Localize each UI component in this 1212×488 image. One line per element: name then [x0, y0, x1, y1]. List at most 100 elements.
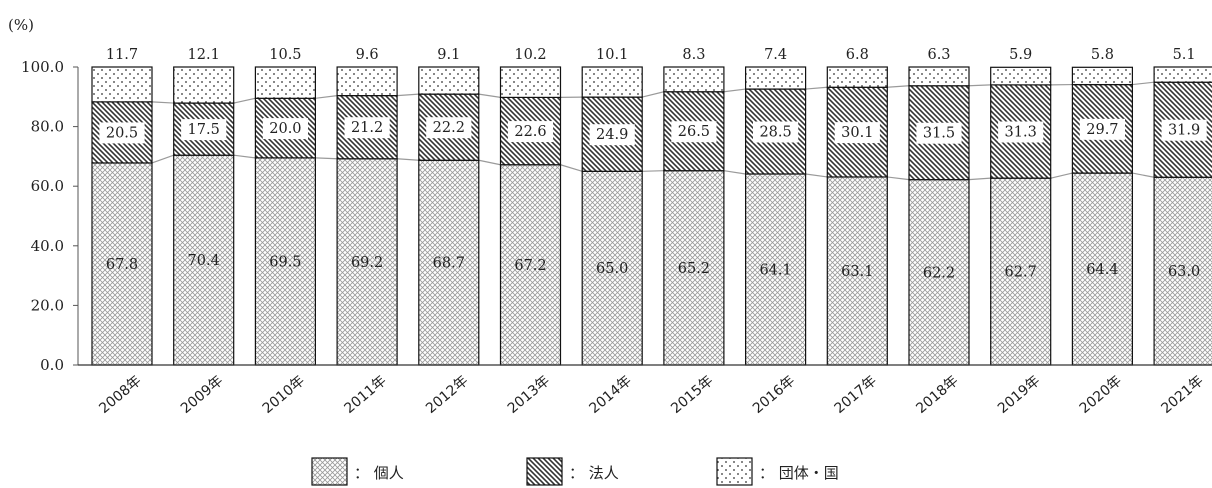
- y-axis-ticks: 0.0 20.0 40.0 60.0 80.0 100.0: [21, 58, 78, 374]
- data-label: 6.8: [846, 47, 869, 63]
- data-label: 26.5: [678, 124, 710, 140]
- bar-segment-dots: [254, 66, 316, 99]
- x-axis-ticks: 2008年 2009年 2010年 2011年 2012年 2013年 2014年 2015年…: [96, 373, 1206, 417]
- data-label: 5.8: [1091, 47, 1114, 63]
- legend-swatch-diagonal: [526, 457, 563, 486]
- connector-line: [560, 164, 583, 172]
- legend-swatch-crosshatch: [311, 457, 348, 486]
- y-tick-label: 60.0: [31, 177, 64, 195]
- data-label: 29.7: [1086, 122, 1118, 138]
- legend-label: ： 法人: [569, 464, 619, 482]
- data-label: 22.2: [433, 120, 465, 136]
- data-label: 11.7: [106, 47, 138, 63]
- connector-line: [233, 97, 256, 104]
- bar-segment-dots: [1071, 66, 1134, 86]
- data-label: 64.1: [759, 262, 791, 278]
- bar-segment-dots: [908, 66, 970, 87]
- data-label: 20.5: [106, 125, 138, 141]
- data-label: 30.1: [841, 125, 873, 141]
- connector-line: [968, 84, 991, 87]
- data-label: 62.7: [1005, 265, 1037, 281]
- x-tick-label: 2013年: [505, 373, 553, 417]
- connector-line: [1132, 81, 1155, 86]
- data-label: 65.0: [596, 261, 628, 277]
- bar-segment-dots: [91, 66, 153, 103]
- connector-line: [723, 88, 746, 93]
- data-label: 63.0: [1168, 264, 1200, 280]
- connector-line: [233, 154, 256, 159]
- data-label: 10.5: [269, 47, 301, 63]
- x-tick-label: 2012年: [423, 373, 471, 417]
- connector-line: [151, 154, 174, 164]
- y-tick-label: 0.0: [40, 356, 64, 374]
- bar-segment-crosshatch: [254, 157, 316, 366]
- data-label-bg: [1079, 118, 1125, 140]
- data-label-bg: [262, 118, 308, 140]
- data-label: 8.3: [682, 47, 705, 63]
- data-label: 68.7: [433, 256, 465, 272]
- data-label-bg: [589, 124, 635, 146]
- data-labels: 67.8 20.5 11.7 70.4 17.5 12.1 69.5 20.0 10.5 69.2…: [99, 47, 1207, 281]
- data-label: 10.2: [514, 47, 546, 63]
- x-tick-label: 2008年: [96, 373, 144, 417]
- connector-lines: [151, 81, 1155, 181]
- data-label: 9.1: [437, 47, 460, 63]
- data-label-bg: [507, 121, 554, 143]
- data-label: 5.9: [1009, 47, 1032, 63]
- bar-segment-crosshatch: [418, 159, 480, 366]
- data-label-bg: [99, 122, 145, 144]
- data-label: 5.1: [1173, 47, 1196, 63]
- legend: ： 個人 ： 法人 ： 団体・国: [311, 457, 839, 486]
- legend-label: ： 個人: [354, 464, 404, 482]
- x-tick-label: 2020年: [1077, 373, 1125, 417]
- bar-segment-dots: [499, 66, 562, 98]
- bar-segment-crosshatch: [91, 162, 153, 366]
- connector-line: [151, 101, 174, 104]
- data-label: 6.3: [927, 47, 950, 63]
- connector-line: [315, 157, 338, 160]
- bar-segment-crosshatch: [663, 170, 725, 366]
- data-label: 24.9: [596, 127, 628, 143]
- bar-segment-dots: [336, 66, 398, 97]
- data-label-bg: [834, 122, 880, 144]
- data-label: 22.6: [514, 124, 546, 140]
- bar-segment-dots: [581, 66, 643, 98]
- data-label: 28.5: [759, 125, 791, 141]
- bars: [91, 66, 1212, 366]
- data-label: 31.3: [1005, 125, 1037, 141]
- x-tick-label: 2015年: [668, 373, 716, 417]
- data-label: 31.9: [1168, 123, 1200, 139]
- bar-segment-crosshatch: [499, 164, 562, 366]
- connector-line: [397, 158, 419, 161]
- data-label: 9.6: [356, 47, 379, 63]
- x-tick-label: 2019年: [995, 373, 1043, 417]
- bar-segment-crosshatch: [581, 170, 643, 366]
- connector-line: [805, 86, 828, 90]
- y-tick-label: 100.0: [21, 58, 64, 76]
- data-label-bg: [671, 121, 717, 143]
- bar-segment-dots: [173, 66, 235, 104]
- bar-segment-dots: [990, 66, 1052, 86]
- x-tick-label: 2011年: [341, 373, 389, 417]
- data-label: 17.5: [188, 122, 220, 138]
- connector-line: [887, 85, 910, 88]
- connector-line: [805, 173, 828, 178]
- data-label: 64.4: [1086, 262, 1118, 278]
- y-tick-label: 20.0: [31, 296, 64, 314]
- legend-label: ： 団体・国: [759, 464, 839, 482]
- data-label-bg: [344, 117, 390, 139]
- bar-segment-crosshatch: [744, 173, 807, 366]
- connector-line: [968, 177, 991, 181]
- data-label-bg: [916, 122, 962, 144]
- data-label: 69.2: [351, 255, 383, 271]
- data-label-bg: [998, 121, 1044, 143]
- data-label: 63.1: [841, 264, 873, 280]
- bar-segment-dots: [744, 66, 807, 90]
- x-tick-label: 2009年: [178, 373, 226, 417]
- data-label: 67.2: [514, 258, 546, 274]
- connector-line: [1050, 172, 1073, 179]
- data-label-bg: [181, 119, 227, 141]
- data-label: 10.1: [596, 47, 628, 63]
- x-tick-label: 2014年: [586, 373, 634, 417]
